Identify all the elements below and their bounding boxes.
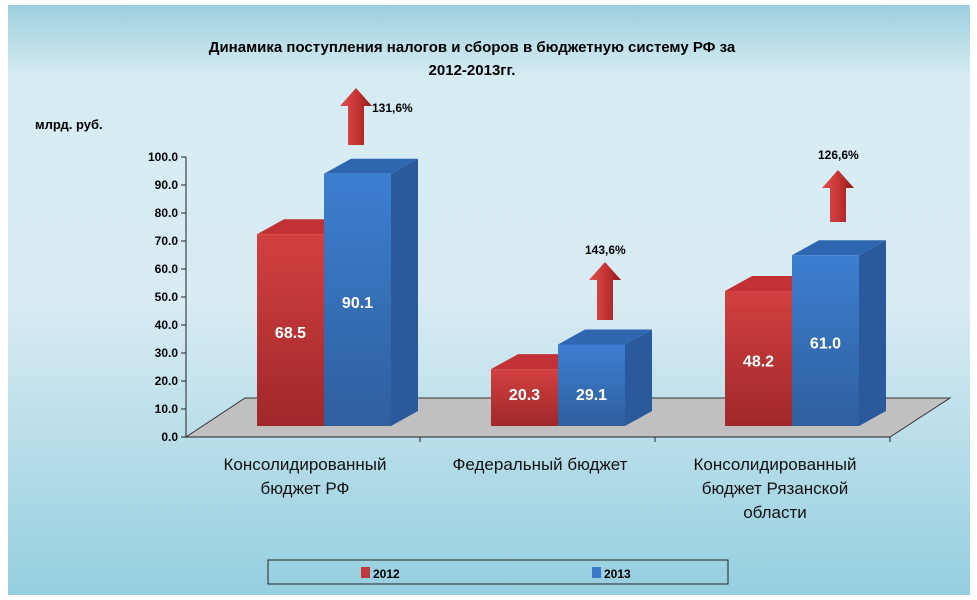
- growth-label: 126,6%: [818, 148, 859, 162]
- x-axis-labels: Консолидированный бюджет РФ Федеральный бю…: [223, 455, 856, 522]
- up-arrow-icon: [589, 262, 621, 320]
- y-tick-label: 80.0: [155, 206, 179, 220]
- y-tick-label: 20.0: [155, 374, 179, 388]
- y-tick-label: 40.0: [155, 318, 179, 332]
- x-category-label: бюджет РФ: [261, 479, 350, 498]
- bar-front: [491, 369, 558, 426]
- growth-label: 131,6%: [372, 101, 413, 115]
- x-category-label: Федеральный бюджет: [453, 455, 628, 474]
- x-category-label: бюджет Рязанской: [702, 479, 849, 498]
- bar-front: [792, 255, 859, 426]
- y-tick-label: 10.0: [155, 402, 179, 416]
- y-tick-label: 90.0: [155, 178, 179, 192]
- growth-label: 143,6%: [585, 243, 626, 257]
- bar-side: [391, 158, 418, 426]
- bar-value-label: 61.0: [810, 336, 841, 353]
- y-tick-label: 60.0: [155, 262, 179, 276]
- bar-2013-1: 29.1: [558, 329, 652, 426]
- legend-label-2012: 2012: [373, 567, 400, 581]
- up-arrow-icon: [822, 170, 854, 222]
- y-tick-label: 100.0: [148, 150, 178, 164]
- legend-swatch-2012: [361, 567, 370, 578]
- y-tick-label: 70.0: [155, 234, 179, 248]
- bar-side: [625, 329, 652, 426]
- x-category-label: области: [743, 503, 807, 522]
- x-category-label: Консолидированный: [693, 455, 856, 474]
- bar-top: [324, 158, 418, 174]
- bar-2013-0: 90.1: [324, 158, 418, 426]
- up-arrow-icon: [340, 88, 372, 145]
- bar-value-label: 20.3: [509, 387, 540, 404]
- bar-2013-2: 61.0: [792, 240, 886, 426]
- bar-side: [859, 240, 886, 426]
- bar-top: [558, 329, 652, 345]
- bar-value-label: 68.5: [275, 325, 306, 342]
- bars: 68.5 20.3 48.2 90.1 29.1 61.0: [257, 158, 886, 426]
- bar-value-label: 90.1: [342, 295, 373, 312]
- legend: 2012 2013: [267, 559, 729, 585]
- y-tick-label: 0.0: [161, 430, 178, 444]
- chart-title-line2: 2012-2013гг.: [429, 62, 516, 79]
- bar-value-label: 29.1: [576, 387, 607, 404]
- bar-front: [558, 344, 625, 426]
- legend-swatch-2013: [592, 567, 601, 578]
- bar-front: [324, 173, 391, 426]
- y-tick-label: 30.0: [155, 346, 179, 360]
- y-axis-label: млрд. руб.: [35, 117, 103, 132]
- bar-top: [792, 240, 886, 256]
- bar-value-label: 48.2: [743, 354, 774, 371]
- y-tick-label: 50.0: [155, 290, 179, 304]
- bar-front: [725, 291, 792, 426]
- bar-front: [257, 234, 324, 426]
- y-axis: 0.0 10.0 20.0 30.0 40.0 50.0 60.0 70.0 80.0 90.0 1…: [148, 150, 891, 444]
- legend-box: [267, 559, 729, 585]
- growth-arrows: 131,6% 143,6% 126,6%: [340, 88, 859, 320]
- chart-title-line1: Динамика поступления налогов и сборов в …: [209, 39, 736, 56]
- legend-label-2013: 2013: [604, 567, 631, 581]
- x-category-label: Консолидированный: [223, 455, 386, 474]
